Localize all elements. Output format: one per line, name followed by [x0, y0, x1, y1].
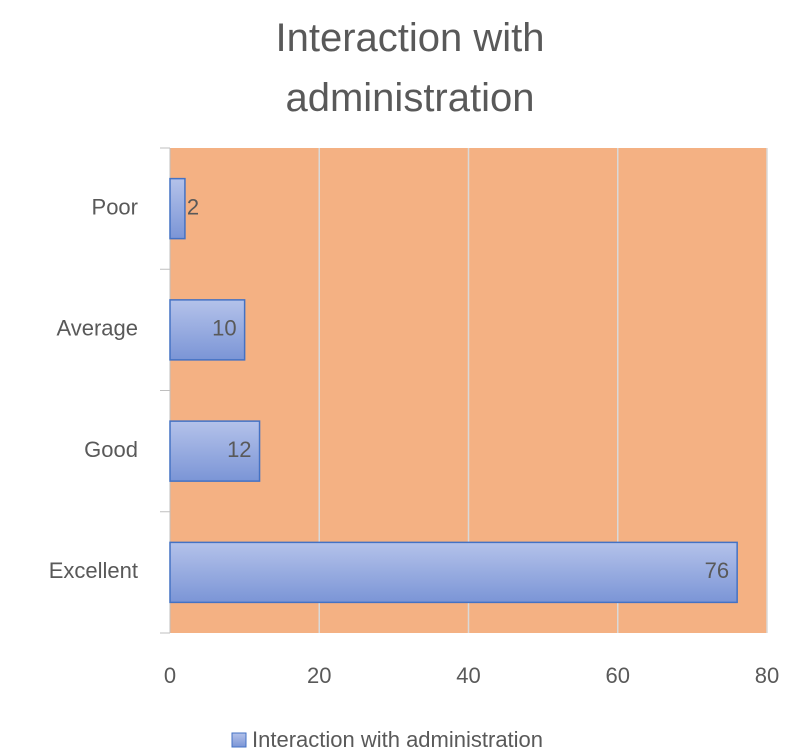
- y-tick-label: Average: [56, 316, 138, 341]
- data-label: 10: [212, 316, 236, 341]
- y-tick-label: Good: [84, 437, 138, 462]
- data-label: 76: [705, 558, 729, 583]
- y-tick-label: Poor: [92, 194, 138, 219]
- legend-label: Interaction with administration: [252, 727, 543, 752]
- x-tick-label: 60: [606, 663, 630, 688]
- x-tick-label: 80: [755, 663, 779, 688]
- x-tick-label: 20: [307, 663, 331, 688]
- data-label: 12: [227, 437, 251, 462]
- x-tick-label: 0: [164, 663, 176, 688]
- bar: [169, 177, 186, 240]
- bar: [169, 541, 738, 604]
- y-tick-label: Excellent: [49, 558, 138, 583]
- x-tick-label: 40: [456, 663, 480, 688]
- chart-title: Interaction with administration: [275, 16, 545, 120]
- legend-swatch: [231, 732, 247, 748]
- bar: [169, 299, 246, 361]
- bar: [169, 420, 261, 482]
- data-label: 2: [187, 194, 199, 219]
